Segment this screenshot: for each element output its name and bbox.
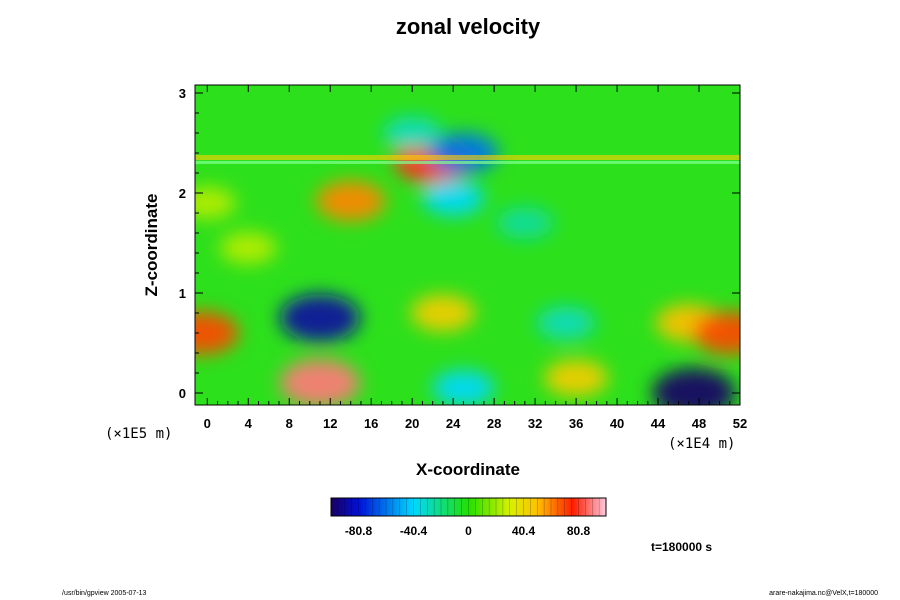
field-feature-5 — [410, 294, 476, 332]
footer-left: /usr/bin/gpview 2005-07-13 — [62, 590, 147, 597]
field-feature-12 — [536, 306, 596, 340]
field-feature-13 — [421, 180, 485, 216]
x-tick-label: 16 — [364, 416, 378, 431]
shear-layer-upper — [195, 155, 740, 160]
x-axis-unit: (×1E4 m) — [668, 436, 736, 452]
field-feature-17 — [195, 187, 236, 219]
field-feature-14 — [496, 207, 554, 239]
field-feature-8 — [195, 311, 239, 355]
colorbar-tick-label: 80.8 — [567, 524, 591, 538]
x-axis-label: X-coordinate — [416, 460, 520, 479]
colorbar-tick-label: -40.4 — [400, 524, 428, 538]
x-tick-label: 36 — [569, 416, 583, 431]
x-tick-label: 4 — [245, 416, 253, 431]
field-feature-9 — [543, 359, 609, 397]
x-tick-label: 20 — [405, 416, 419, 431]
x-tick-label: 48 — [692, 416, 706, 431]
colorbar-tick-label: -80.8 — [345, 524, 373, 538]
x-tick-label: 52 — [733, 416, 747, 431]
field-feature-7 — [693, 311, 740, 355]
field-feature-0 — [279, 294, 361, 342]
y-tick-label: 3 — [179, 86, 186, 101]
y-tick-label: 0 — [179, 386, 186, 401]
field-feature-2 — [279, 359, 361, 405]
x-tick-label: 32 — [528, 416, 542, 431]
shear-layer-lower — [195, 161, 740, 164]
field-feature-4 — [315, 180, 386, 222]
colorbar-tick-label: 40.4 — [512, 524, 536, 538]
x-tick-label: 24 — [446, 416, 461, 431]
x-tick-label: 44 — [651, 416, 666, 431]
chart-title: zonal velocity — [395, 14, 541, 39]
y-axis-unit: (×1E5 m) — [105, 426, 173, 442]
field-feature-15 — [432, 370, 495, 405]
x-tick-label: 40 — [610, 416, 624, 431]
time-label: t=180000 s — [651, 540, 713, 554]
colorbar-tick-label: 0 — [465, 524, 472, 538]
y-axis-label: Z-coordinate — [142, 193, 161, 297]
field-feature-16 — [219, 232, 277, 264]
x-tick-label: 0 — [204, 416, 211, 431]
field-feature-11 — [382, 116, 442, 150]
x-tick-label: 8 — [286, 416, 293, 431]
x-tick-label: 28 — [487, 416, 501, 431]
field-feature-1 — [651, 368, 736, 405]
y-tick-label: 2 — [179, 186, 186, 201]
x-tick-label: 12 — [323, 416, 337, 431]
footer-right: arare-nakajima.nc@VelX,t=180000 — [769, 590, 878, 597]
y-tick-label: 1 — [179, 286, 186, 301]
plot-frame — [194, 84, 741, 406]
